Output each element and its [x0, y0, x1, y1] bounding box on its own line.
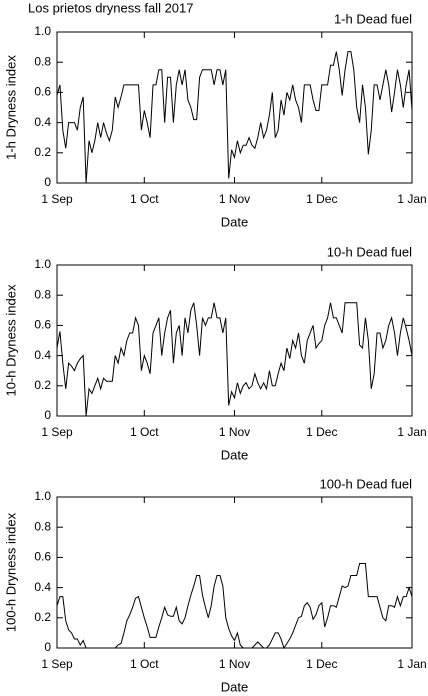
panel-title: 10-h Dead fuel	[327, 244, 412, 259]
y-tick-label: 1.0	[34, 257, 51, 271]
y-axis-label: 100-h Dryness index	[3, 512, 18, 632]
y-tick-label: 0.8	[34, 287, 51, 301]
x-tick-label: 1 Nov	[219, 192, 250, 206]
data-line	[56, 562, 413, 650]
plot-frame	[56, 264, 413, 417]
y-tick-label: 0.4	[34, 580, 51, 594]
y-tick-label: 0	[44, 175, 51, 189]
y-tick-label: 0	[44, 640, 51, 654]
x-tick-label: 1 Sep	[41, 657, 73, 671]
y-tick-label: 0.4	[34, 348, 51, 362]
data-line	[56, 51, 413, 184]
plot-frame	[56, 496, 413, 649]
x-tick-label: 1 Nov	[219, 425, 250, 439]
x-tick-label: 1 Nov	[219, 657, 250, 671]
x-axis-label: Date	[221, 214, 248, 229]
y-tick-label: 0.2	[34, 378, 51, 392]
data-line	[56, 302, 413, 417]
y-axis-label: 1-h Dryness index	[3, 55, 18, 160]
y-tick-label: 0	[44, 408, 51, 422]
x-tick-label: 1 Jan	[397, 425, 426, 439]
x-axis-label: Date	[221, 679, 248, 694]
figure-title: Los prietos dryness fall 2017	[28, 0, 193, 15]
y-tick-label: 0.2	[34, 610, 51, 624]
x-tick-label: 1 Jan	[397, 657, 426, 671]
x-tick-label: 1 Jan	[397, 192, 426, 206]
x-tick-label: 1 Oct	[130, 425, 159, 439]
y-tick-label: 0.6	[34, 85, 51, 99]
x-tick-label: 1 Oct	[130, 192, 159, 206]
y-axis-label: 10-h Dryness index	[3, 284, 18, 396]
x-tick-label: 1 Oct	[130, 657, 159, 671]
y-tick-label: 1.0	[34, 24, 51, 38]
y-tick-label: 0.6	[34, 318, 51, 332]
y-tick-label: 0.8	[34, 54, 51, 68]
panel-title: 100-h Dead fuel	[319, 476, 412, 491]
y-tick-label: 0.6	[34, 550, 51, 564]
x-tick-label: 1 Sep	[41, 192, 73, 206]
plot-frame	[56, 31, 413, 184]
x-axis-label: Date	[221, 447, 248, 462]
y-tick-label: 0.8	[34, 519, 51, 533]
x-tick-label: 1 Dec	[306, 192, 337, 206]
y-tick-label: 1.0	[34, 489, 51, 503]
y-tick-label: 0.2	[34, 145, 51, 159]
x-tick-label: 1 Dec	[306, 425, 337, 439]
y-tick-label: 0.4	[34, 115, 51, 129]
x-tick-label: 1 Sep	[41, 425, 73, 439]
x-tick-label: 1 Dec	[306, 657, 337, 671]
panel-title: 1-h Dead fuel	[334, 11, 412, 26]
